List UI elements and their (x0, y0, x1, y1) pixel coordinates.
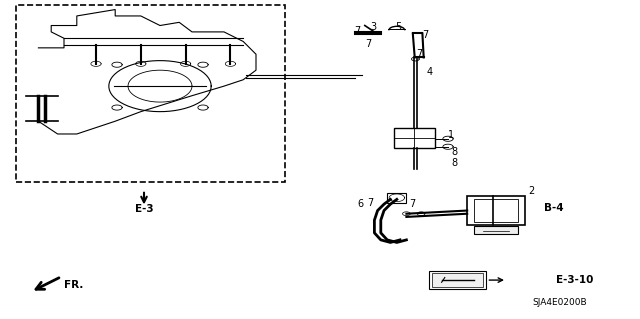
Bar (432, 273, 483, 287)
Text: SJA4E0200B: SJA4E0200B (532, 298, 588, 307)
Text: 7: 7 (422, 30, 429, 40)
Text: 3: 3 (370, 22, 376, 32)
Bar (467, 196, 525, 225)
Text: E-3-10: E-3-10 (556, 275, 593, 285)
Text: 7: 7 (365, 39, 371, 49)
Text: 2: 2 (528, 186, 534, 197)
Text: 4: 4 (427, 67, 433, 78)
Text: E-3: E-3 (134, 204, 154, 214)
Bar (474, 226, 518, 234)
Bar (429, 271, 486, 289)
Text: B-4: B-4 (544, 203, 564, 213)
Text: 6: 6 (357, 199, 364, 209)
Bar (394, 128, 435, 148)
Text: 8: 8 (451, 158, 458, 168)
Text: 7: 7 (354, 26, 360, 36)
Text: 7: 7 (367, 197, 374, 208)
Bar (474, 199, 518, 222)
Text: 5: 5 (396, 22, 402, 32)
Text: FR.: FR. (64, 279, 83, 290)
Bar (16, 5, 285, 182)
Text: 7: 7 (410, 199, 416, 209)
Text: 8: 8 (451, 147, 458, 158)
Text: 1: 1 (448, 130, 454, 140)
Bar (387, 193, 406, 203)
Text: 7: 7 (416, 49, 422, 59)
